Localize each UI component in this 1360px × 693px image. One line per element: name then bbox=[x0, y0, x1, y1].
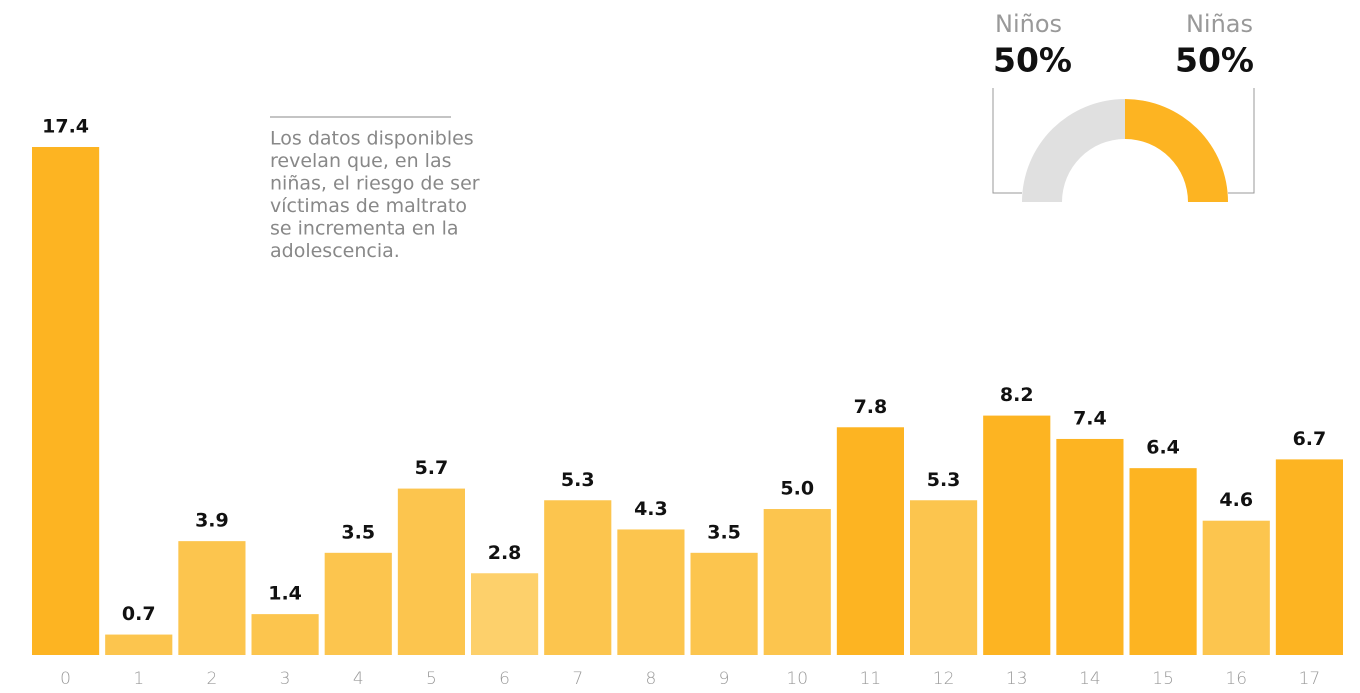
bar bbox=[1275, 459, 1343, 655]
value-label: 1.4 bbox=[268, 583, 302, 605]
bar bbox=[105, 634, 173, 655]
bar bbox=[32, 147, 100, 655]
x-tick-label: 5 bbox=[426, 669, 437, 689]
bar bbox=[1129, 468, 1197, 655]
value-label: 3.5 bbox=[707, 521, 741, 543]
bracket bbox=[1228, 88, 1255, 194]
bar bbox=[617, 529, 685, 655]
value-label: 8.2 bbox=[1000, 384, 1034, 406]
bar bbox=[1056, 438, 1124, 655]
bar bbox=[763, 509, 831, 655]
value-label: 5.3 bbox=[561, 469, 595, 491]
legend-value: 50% bbox=[1175, 41, 1254, 80]
x-tick-label: 14 bbox=[1079, 669, 1101, 689]
value-label: 5.7 bbox=[415, 457, 449, 479]
donut-segment bbox=[1022, 99, 1125, 202]
bar bbox=[397, 488, 465, 655]
annotation: se incrementa en la bbox=[270, 218, 459, 240]
annotation: niñas, el riesgo de ser bbox=[270, 173, 480, 195]
x-tick-label: 11 bbox=[860, 669, 882, 689]
x-tick-label: 3 bbox=[280, 669, 291, 689]
value-label: 0.7 bbox=[122, 603, 156, 625]
x-tick-label: 13 bbox=[1006, 669, 1028, 689]
value-label: 4.3 bbox=[634, 498, 668, 520]
value-label: 4.6 bbox=[1219, 489, 1253, 511]
annotation: Los datos disponibles bbox=[270, 128, 474, 150]
value-label: 3.5 bbox=[341, 521, 375, 543]
x-tick-label: 10 bbox=[786, 669, 808, 689]
x-tick-label: 4 bbox=[353, 669, 364, 689]
value-label: 7.4 bbox=[1073, 407, 1107, 429]
annotation: adolescencia. bbox=[270, 240, 400, 262]
value-label: 3.9 bbox=[195, 510, 229, 532]
x-tick-label: 1 bbox=[133, 669, 144, 689]
donut-segment bbox=[1125, 99, 1228, 202]
value-label: 2.8 bbox=[488, 542, 522, 564]
bar bbox=[251, 614, 319, 655]
bar bbox=[544, 500, 612, 655]
x-tick-label: 9 bbox=[719, 669, 730, 689]
bar bbox=[983, 415, 1051, 655]
bar bbox=[1202, 520, 1270, 655]
bar bbox=[836, 427, 904, 655]
x-tick-label: 16 bbox=[1225, 669, 1247, 689]
value-label: 6.4 bbox=[1146, 437, 1180, 459]
bar bbox=[324, 552, 392, 655]
bar bbox=[690, 552, 758, 655]
value-label: 6.7 bbox=[1293, 428, 1327, 450]
bar bbox=[471, 573, 539, 655]
bar bbox=[178, 541, 246, 655]
value-label: 5.0 bbox=[780, 478, 814, 500]
bracket bbox=[992, 88, 1022, 194]
value-label: 17.4 bbox=[42, 116, 89, 138]
bar bbox=[910, 500, 978, 655]
x-tick-label: 17 bbox=[1299, 669, 1321, 689]
x-tick-label: 0 bbox=[60, 669, 71, 689]
legend-label: Niñas bbox=[1186, 10, 1253, 38]
x-tick-label: 2 bbox=[207, 669, 218, 689]
value-label: 7.8 bbox=[854, 396, 888, 418]
annotation: revelan que, en las bbox=[270, 150, 451, 172]
legend-label: Niños bbox=[995, 10, 1062, 38]
x-tick-label: 15 bbox=[1152, 669, 1174, 689]
x-tick-label: 12 bbox=[933, 669, 955, 689]
annotation: víctimas de maltrato bbox=[270, 195, 467, 217]
x-tick-label: 8 bbox=[646, 669, 657, 689]
x-tick-label: 7 bbox=[572, 669, 583, 689]
value-label: 5.3 bbox=[927, 469, 961, 491]
legend-value: 50% bbox=[993, 41, 1072, 80]
x-tick-label: 6 bbox=[499, 669, 510, 689]
